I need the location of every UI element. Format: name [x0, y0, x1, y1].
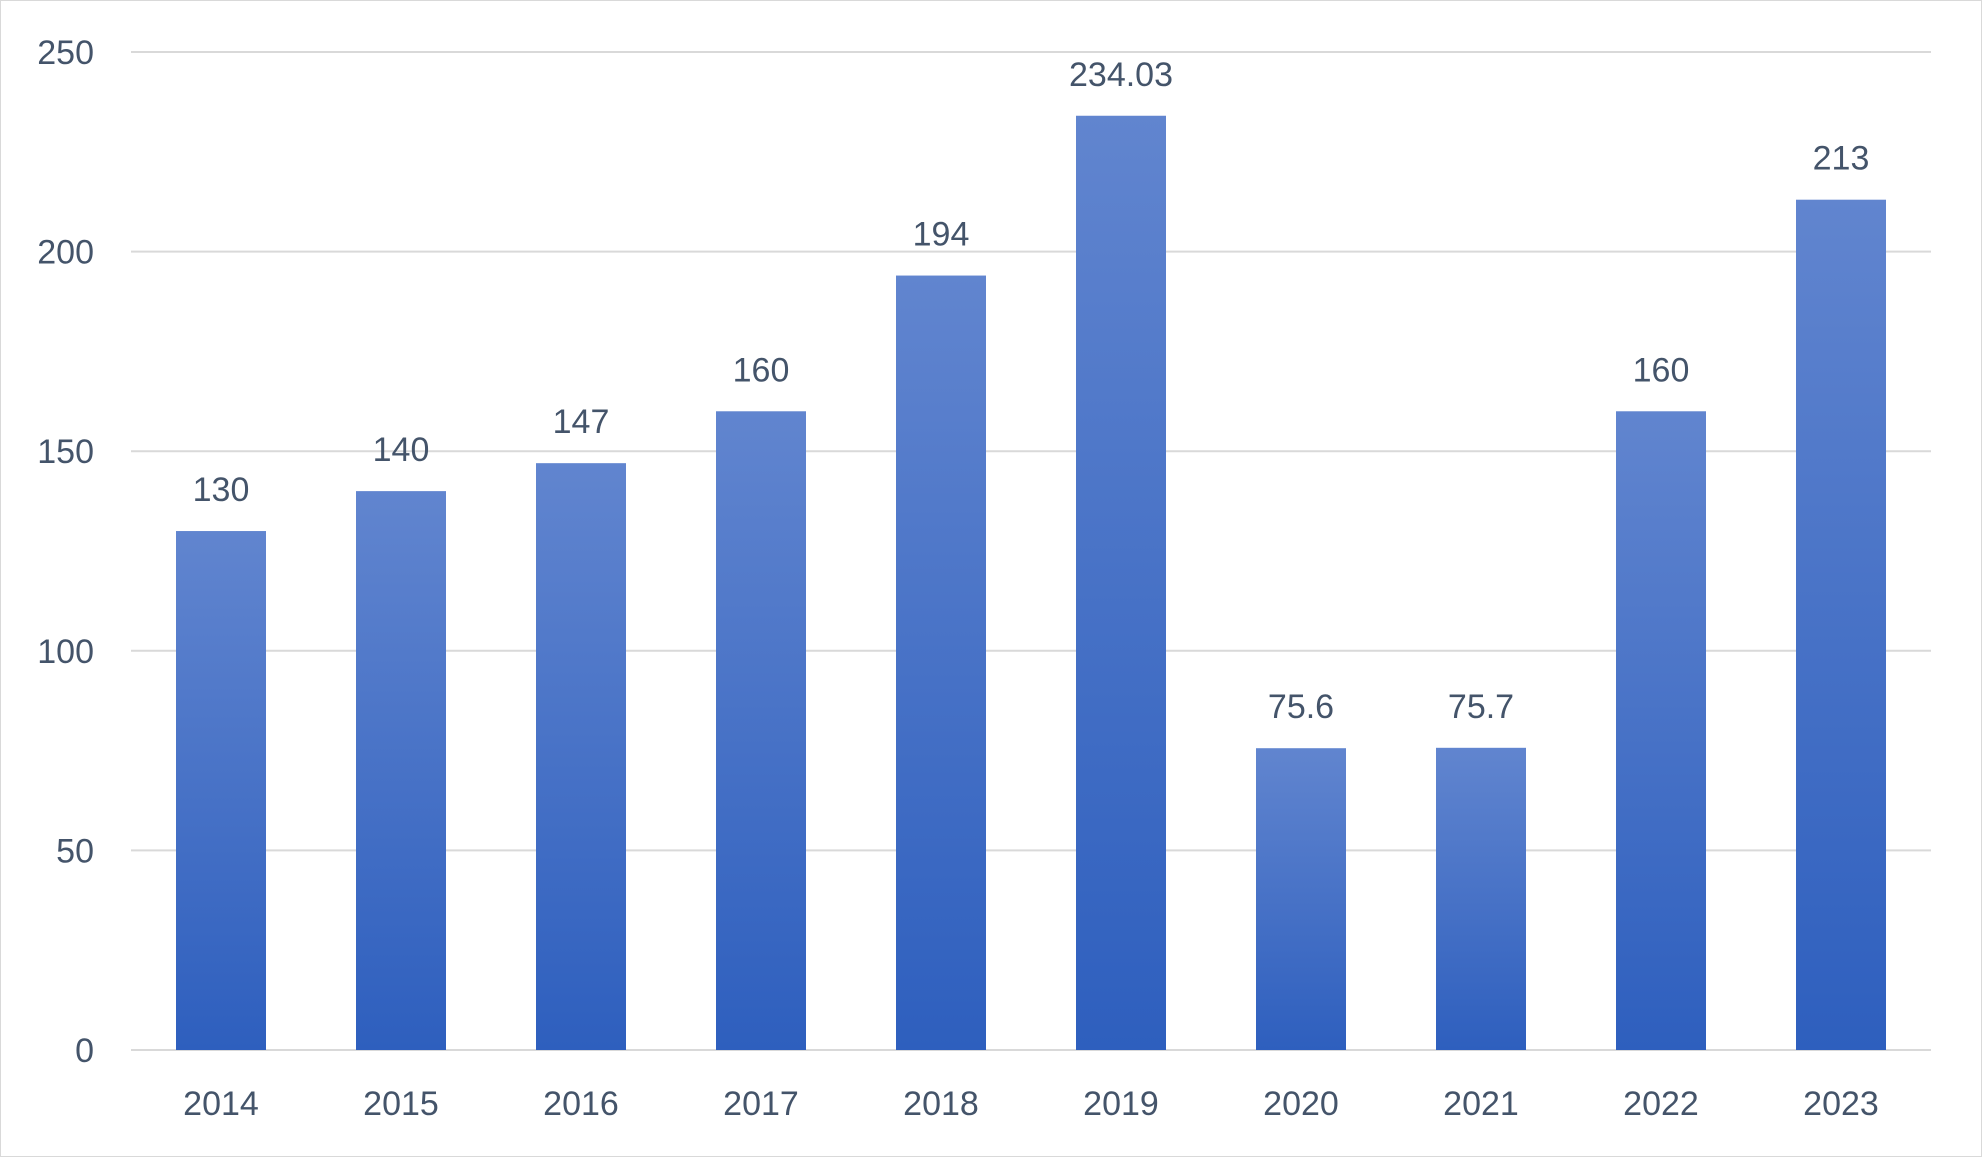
bar-2023	[1796, 199, 1886, 1051]
y-axis-tick-labels: 0 50 100 150 200 250	[37, 34, 94, 1070]
x-tick-label: 2015	[363, 1085, 439, 1123]
y-tick-label: 200	[37, 234, 94, 272]
bar-2018	[896, 275, 986, 1050]
x-tick-label: 2022	[1623, 1085, 1699, 1123]
y-tick-label: 250	[37, 34, 94, 72]
data-label-2021: 75.7	[1448, 688, 1514, 726]
data-label-2016: 147	[553, 403, 610, 441]
bar-2021	[1436, 747, 1526, 1050]
data-label-2017: 160	[733, 351, 790, 389]
x-axis-tick-labels: 2014 2015 2016 2017 2018 2019 2020 2021 2022 2023	[183, 1085, 1879, 1123]
bar-2022	[1616, 411, 1706, 1050]
data-label-2022: 160	[1633, 351, 1690, 389]
data-label-2019: 234.03	[1069, 56, 1173, 94]
bar-2015	[356, 491, 446, 1050]
x-tick-label: 2014	[183, 1085, 259, 1123]
data-labels: 130 140 147 160 194 234.03 75.6 75.7 160 213	[193, 56, 1870, 726]
data-label-2023: 213	[1813, 140, 1870, 178]
x-tick-label: 2023	[1803, 1085, 1879, 1123]
y-tick-label: 150	[37, 433, 94, 471]
bar-2014	[176, 531, 266, 1050]
bar-2020	[1256, 748, 1346, 1050]
x-tick-label: 2017	[723, 1085, 799, 1123]
data-label-2014: 130	[193, 471, 250, 509]
y-tick-label: 50	[56, 832, 94, 870]
data-label-2018: 194	[913, 216, 970, 254]
bar-2017	[716, 411, 806, 1050]
x-tick-label: 2016	[543, 1085, 619, 1123]
x-tick-label: 2019	[1083, 1085, 1159, 1123]
bars	[176, 115, 1886, 1051]
x-tick-label: 2018	[903, 1085, 979, 1123]
bar-2016	[536, 463, 626, 1050]
data-label-2020: 75.6	[1268, 688, 1334, 726]
data-label-2015: 140	[373, 431, 430, 469]
bar-2019	[1076, 115, 1166, 1050]
y-tick-label: 0	[75, 1032, 94, 1070]
y-tick-label: 100	[37, 633, 94, 671]
x-tick-label: 2021	[1443, 1085, 1519, 1123]
x-tick-label: 2020	[1263, 1085, 1339, 1123]
